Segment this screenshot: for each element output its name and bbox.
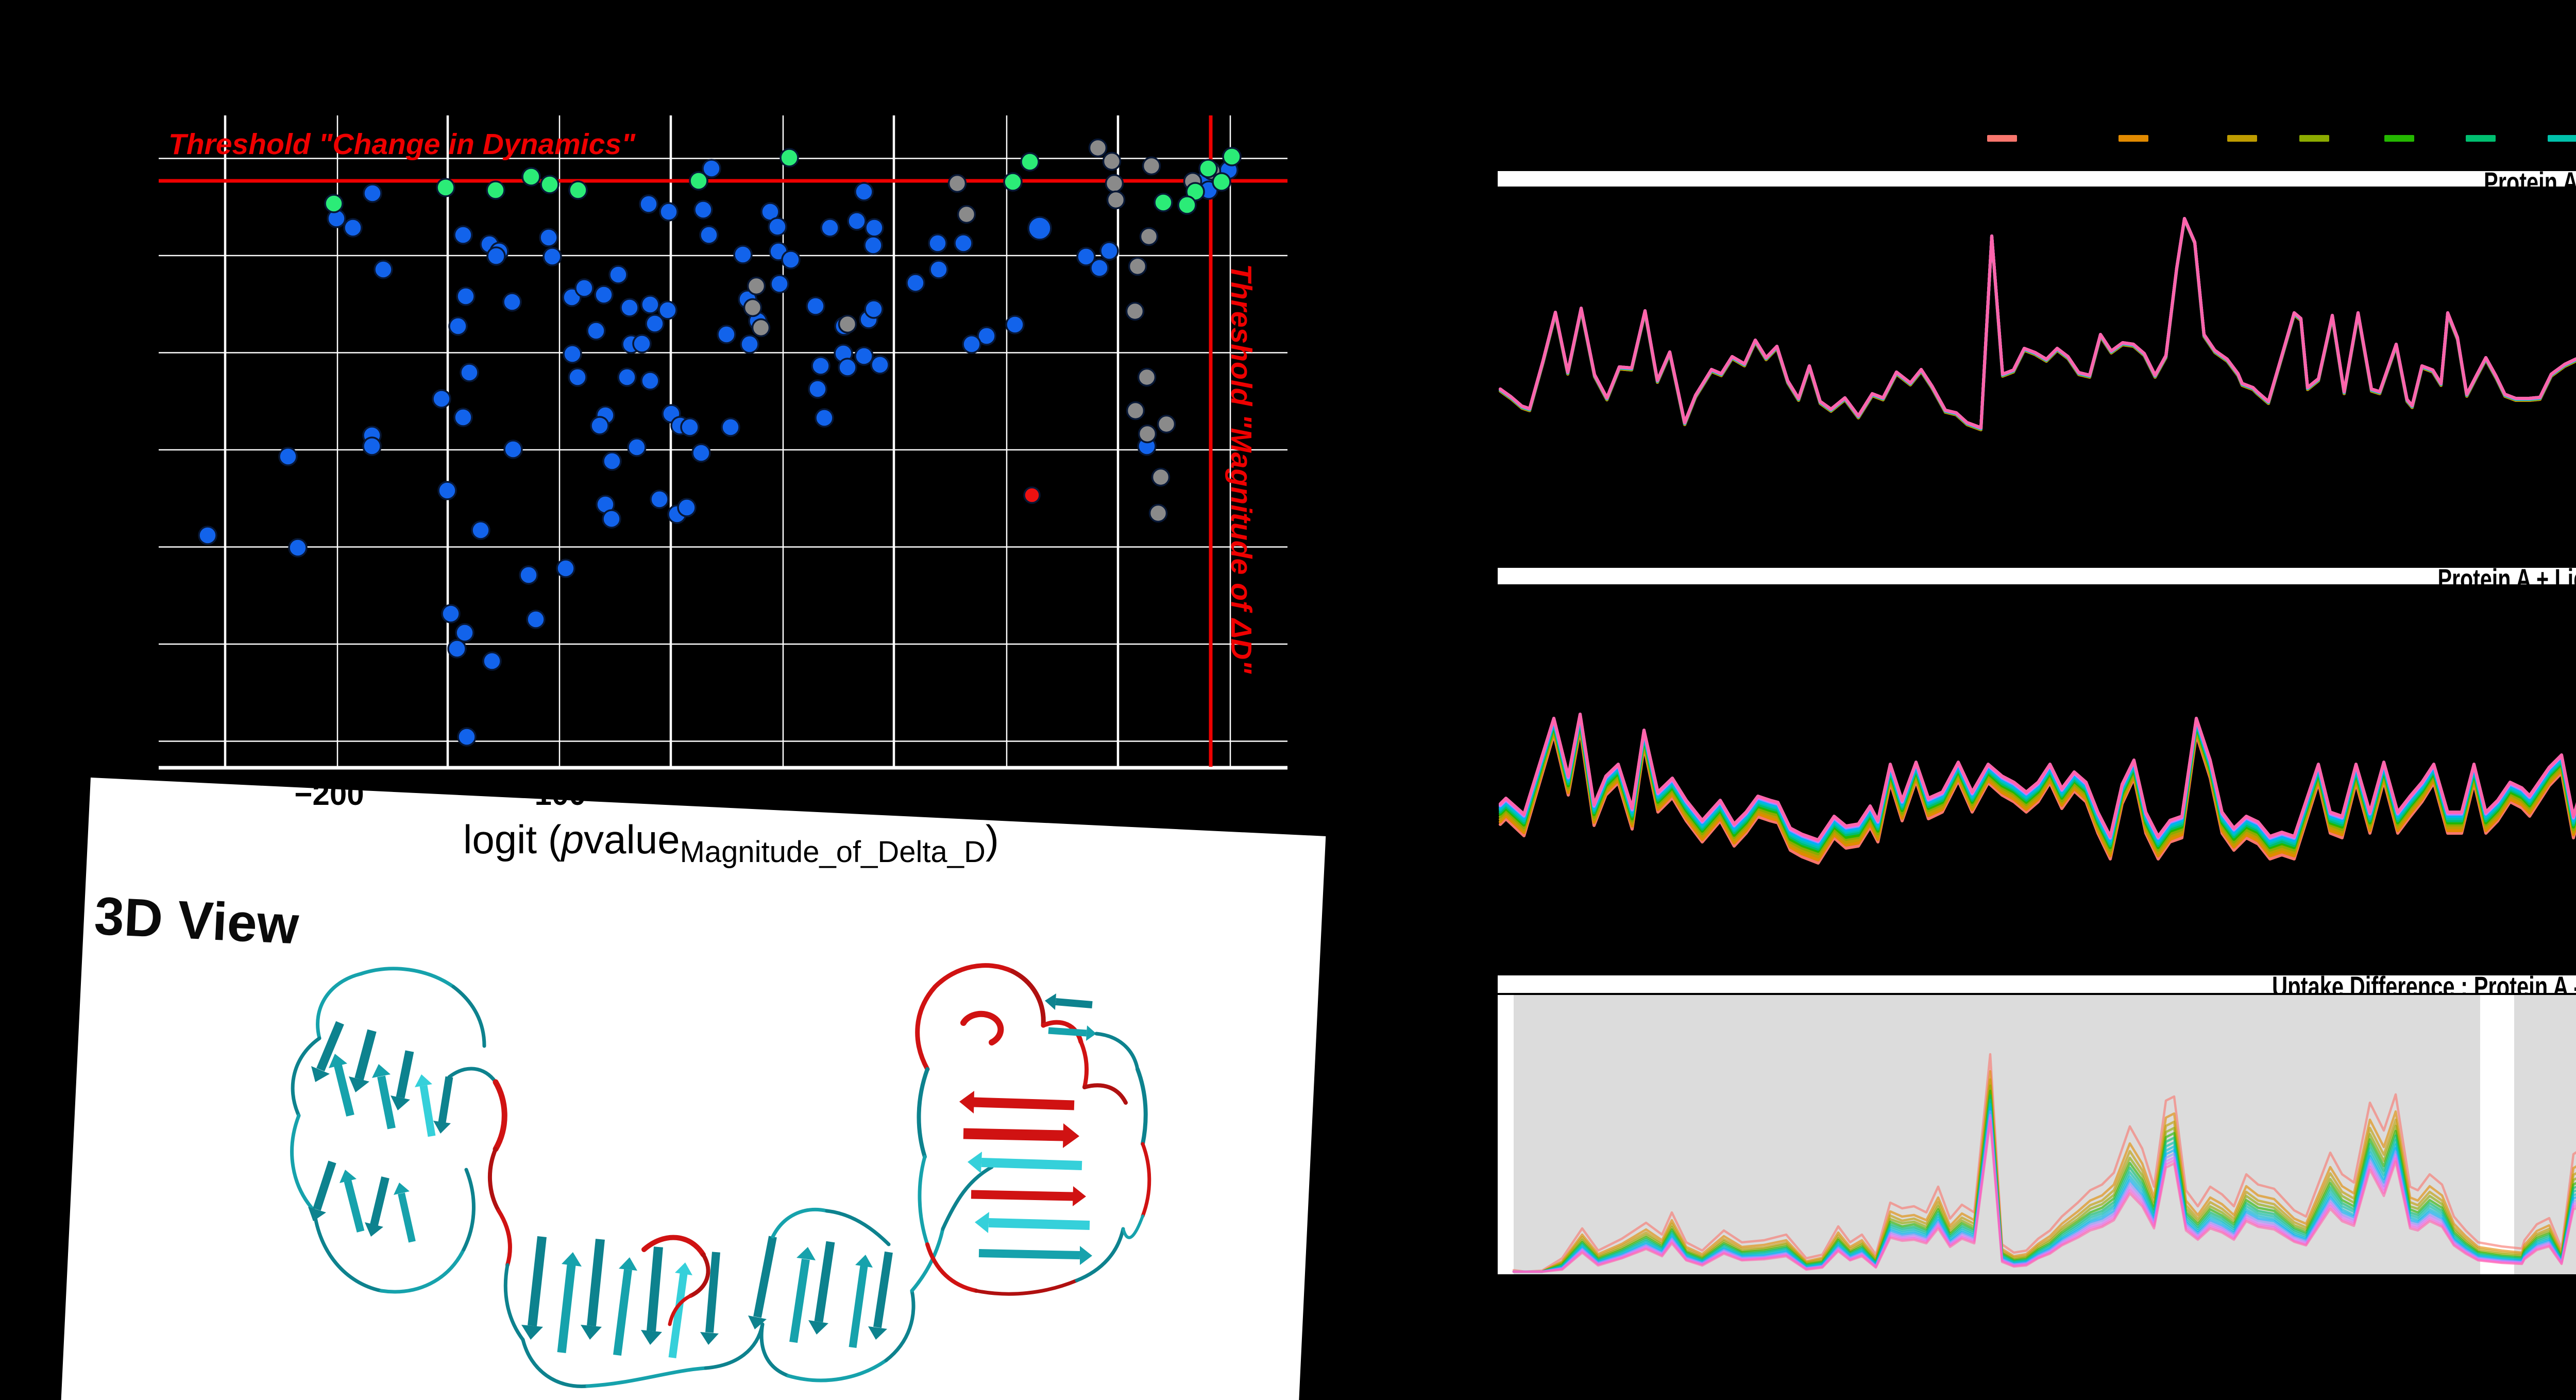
svg-text:−200: −200 [294,777,364,812]
svg-text:100: 100 [970,777,1022,812]
svg-text:Protein A + Ligand: Protein A + Ligand [2438,563,2576,595]
svg-text:3D View: 3D View [93,886,301,956]
svg-text:Protein A: Protein A [2484,166,2576,198]
svg-text:Threshold "Magnitude of ΔD": Threshold "Magnitude of ΔD" [1225,264,1258,674]
svg-text:Threshold "Change in Dynamics": Threshold "Change in Dynamics" [168,128,636,161]
svg-text:0: 0 [765,777,782,812]
svg-text:200: 200 [1192,777,1244,812]
svg-text:−100: −100 [516,777,586,812]
